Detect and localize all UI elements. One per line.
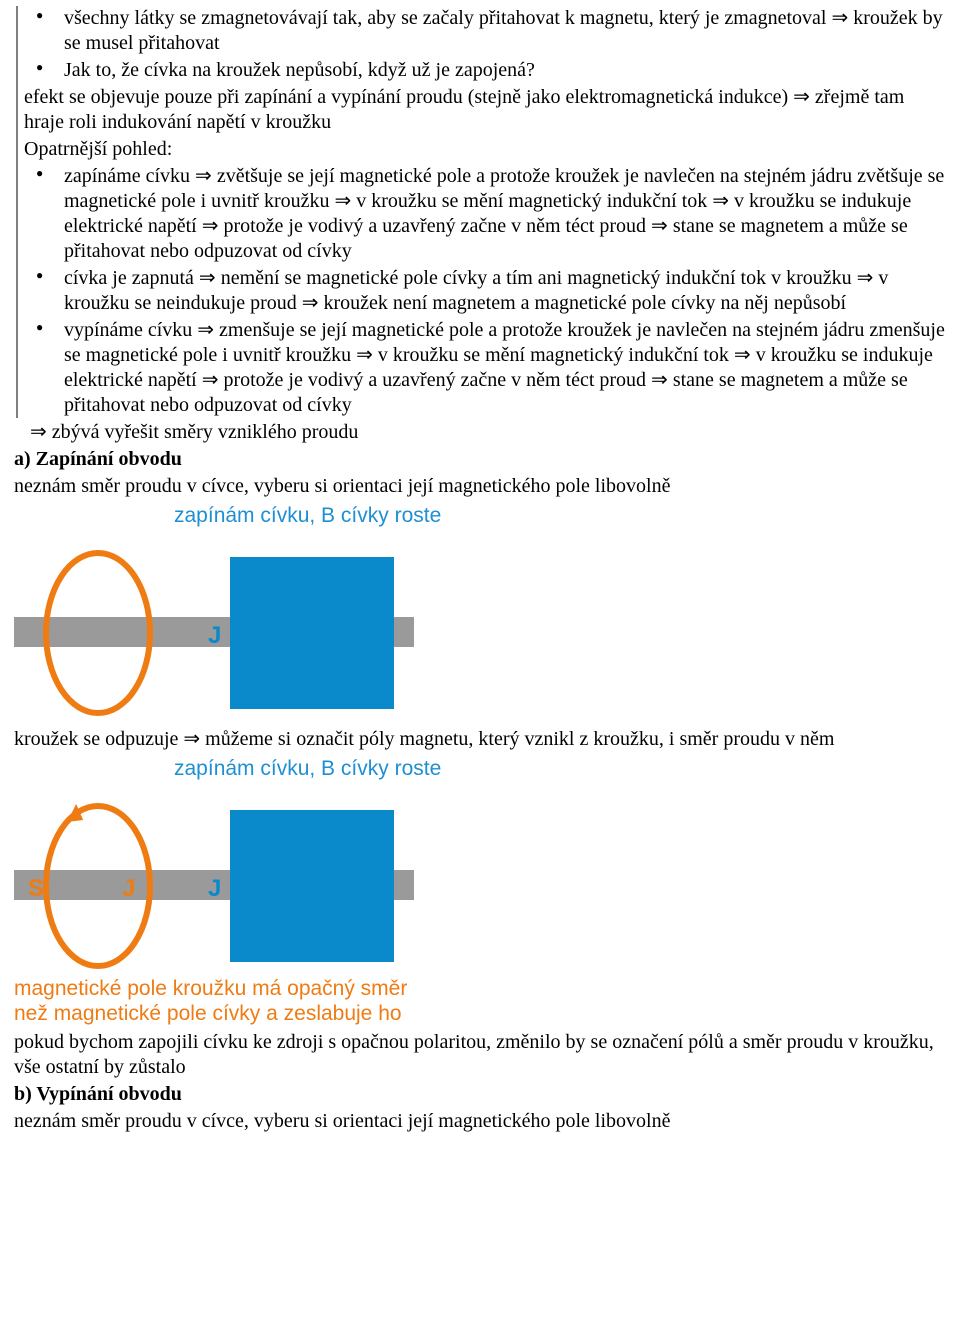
page: všechny látky se zmagnetovávají tak, aby… [0, 0, 960, 1142]
arrow-line: ⇒ zbývá vyřešit směry vzniklého proudu [14, 420, 946, 445]
top-bullets-a: všechny látky se zmagnetovávají tak, aby… [24, 6, 946, 83]
paragraph: efekt se objevuje pouze při zapínání a v… [24, 85, 946, 135]
diagram-caption: zapínám cívku, B cívky roste [174, 503, 441, 529]
mid-paragraph: kroužek se odpuzuje ⇒ můžeme si označit … [14, 727, 946, 752]
pole-label: S [28, 874, 44, 904]
top-bullets-b: zapínáme cívku ⇒ zvětšuje se její magnet… [24, 164, 946, 418]
pole-label: J [208, 621, 221, 651]
after-d2-paragraph: pokud bychom zapojili cívku ke zdroji s … [14, 1030, 946, 1080]
list-item: Jak to, že cívka na kroužek nepůsobí, kd… [64, 58, 946, 83]
bordered-notes: všechny látky se zmagnetovávají tak, aby… [16, 6, 946, 418]
section-a-heading: a) Zapínání obvodu [14, 447, 946, 472]
pole-label: J [208, 874, 221, 904]
section-b-intro: neznám směr proudu v cívce, vyberu si or… [14, 1109, 946, 1134]
list-item: zapínáme cívku ⇒ zvětšuje se její magnet… [64, 164, 946, 264]
pole-label: S [368, 874, 384, 904]
diagram-annotation: magnetické pole kroužku má opačný směr n… [14, 976, 407, 1026]
section-b-heading: b) Vypínání obvodu [14, 1082, 946, 1107]
pole-label: S [368, 621, 384, 651]
list-item: vypínáme cívku ⇒ zmenšuje se její magnet… [64, 318, 946, 418]
section-a-intro: neznám směr proudu v cívce, vyberu si or… [14, 474, 946, 499]
ring-icon [30, 790, 166, 982]
list-item: všechny látky se zmagnetovávají tak, aby… [64, 6, 946, 56]
pole-label: J [122, 874, 135, 904]
diagram-caption: zapínám cívku, B cívky roste [174, 756, 441, 782]
paragraph: Opatrnější pohled: [24, 137, 946, 162]
diagram-zapinani-2: zapínám cívku, B cívky roste S J J Smagnetic… [14, 756, 934, 1026]
list-item: cívka je zapnutá ⇒ nemění se magnetické … [64, 266, 946, 316]
diagram-zapinani-1: zapínám cívku, B cívky roste J S [14, 503, 934, 723]
ring-icon [30, 537, 166, 729]
